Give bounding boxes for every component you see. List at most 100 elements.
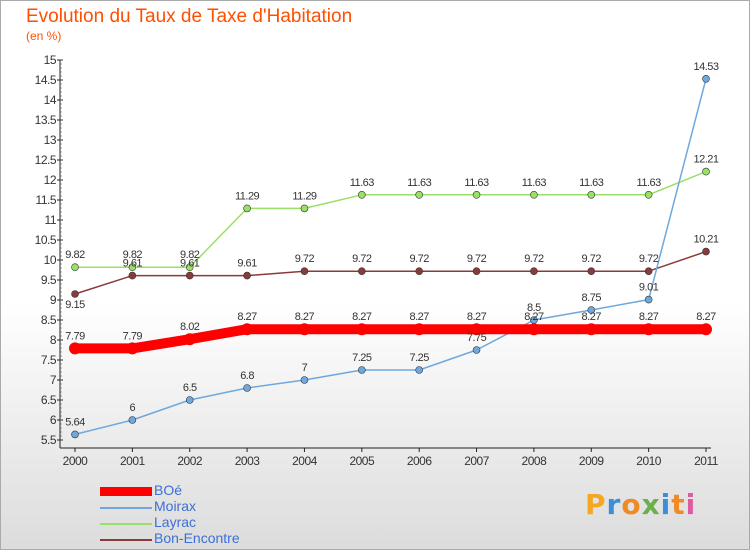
data-point <box>185 396 194 404</box>
data-point <box>530 267 538 276</box>
y-tick-label: 10 <box>44 253 57 267</box>
data-label: 8.27 <box>295 311 315 323</box>
data-point <box>243 384 251 392</box>
data-label: 7 <box>302 362 308 374</box>
data-label: 7.79 <box>123 330 143 342</box>
data-label: 9.72 <box>409 253 429 265</box>
x-tick-label: 2005 <box>349 454 375 468</box>
data-point <box>241 323 254 336</box>
data-point <box>700 323 712 336</box>
y-tick-label: 6.5 <box>41 393 57 407</box>
data-label: 8.27 <box>409 311 429 323</box>
data-point <box>183 333 196 346</box>
data-point <box>185 271 194 280</box>
data-point <box>300 376 309 384</box>
legend-swatch-moirax <box>100 507 152 509</box>
proxiti-logo: Proxiti <box>585 488 696 521</box>
y-tick-label: 13 <box>44 133 57 147</box>
x-tick-label: 2007 <box>464 454 490 468</box>
data-point <box>702 75 710 83</box>
data-label: 9.72 <box>295 253 315 265</box>
data-point <box>644 267 653 276</box>
y-tick-label: 5.5 <box>41 433 57 447</box>
data-point <box>415 366 423 374</box>
logo-letter: i <box>660 488 672 521</box>
data-label: 9.72 <box>639 253 659 265</box>
data-label: 10.21 <box>693 234 718 246</box>
data-point <box>587 306 596 314</box>
data-label: 11.29 <box>235 190 260 202</box>
data-label: 9.72 <box>467 253 487 265</box>
data-point <box>185 263 194 272</box>
legend-swatch-boe <box>100 487 152 496</box>
data-label: 8.27 <box>582 311 602 323</box>
y-tick-label: 12 <box>44 173 57 187</box>
data-point <box>472 267 481 276</box>
data-label: 9.15 <box>65 299 85 311</box>
data-point <box>71 290 79 298</box>
data-point <box>702 247 710 256</box>
data-point <box>358 366 366 374</box>
data-label: 9.61 <box>123 258 143 270</box>
data-point <box>128 271 137 280</box>
data-label: 8.75 <box>582 292 602 304</box>
y-tick-label: 14.5 <box>35 73 57 87</box>
data-point <box>530 191 538 199</box>
y-tick-label: 10.5 <box>35 233 57 247</box>
data-point <box>300 267 309 276</box>
data-point <box>298 323 311 336</box>
x-tick-label: 2004 <box>292 454 318 468</box>
data-point <box>71 430 79 439</box>
x-tick-label: 2006 <box>407 454 433 468</box>
data-label: 9.01 <box>639 282 659 294</box>
data-point <box>587 191 596 199</box>
data-point <box>472 346 481 354</box>
data-point <box>243 271 251 280</box>
x-tick-label: 2011 <box>694 454 719 468</box>
series-line-boé <box>75 324 706 354</box>
logo-letter: i <box>685 488 697 521</box>
legend-label-layrac: Layrac <box>154 514 197 530</box>
data-point <box>587 267 596 276</box>
y-tick-label: 8.5 <box>41 313 57 327</box>
data-point <box>585 323 598 336</box>
data-label: 8.27 <box>696 311 716 323</box>
data-label: 11.63 <box>407 177 432 189</box>
x-tick-label: 2001 <box>120 454 146 468</box>
data-label: 11.63 <box>579 177 604 189</box>
x-tick-label: 2008 <box>522 454 548 468</box>
data-label: 11.63 <box>350 177 375 189</box>
series-line-moirax <box>74 78 707 436</box>
data-label: 8.27 <box>639 311 659 323</box>
data-point <box>642 323 655 336</box>
data-label: 12.21 <box>693 154 718 166</box>
data-point <box>69 342 81 355</box>
logo-letter: r <box>606 488 622 521</box>
chart-subtitle: (en %) <box>26 29 62 43</box>
data-label: 7.79 <box>65 330 85 342</box>
data-point <box>702 167 710 176</box>
data-label: 6.8 <box>240 370 254 382</box>
data-point <box>527 323 540 336</box>
data-label: 5.64 <box>65 416 85 428</box>
data-point <box>128 416 137 424</box>
data-label: 7.75 <box>467 332 487 344</box>
data-label: 7.25 <box>409 352 429 364</box>
y-tick-label: 6 <box>50 413 57 427</box>
data-point <box>470 323 483 336</box>
y-tick-label: 14 <box>44 93 57 107</box>
legend-swatch-bon-encontre <box>100 539 152 541</box>
data-label: 8.5 <box>527 302 541 314</box>
data-point <box>415 191 423 199</box>
y-tick-label: 15 <box>44 53 57 67</box>
x-tick-label: 2002 <box>177 454 203 468</box>
data-label: 11.29 <box>292 190 317 202</box>
y-tick-label: 13.5 <box>35 113 57 127</box>
data-point <box>644 191 653 199</box>
x-tick-label: 2010 <box>636 454 662 468</box>
data-point <box>644 295 653 304</box>
y-tick-label: 11.5 <box>36 193 57 207</box>
y-tick-label: 9.5 <box>41 273 57 287</box>
